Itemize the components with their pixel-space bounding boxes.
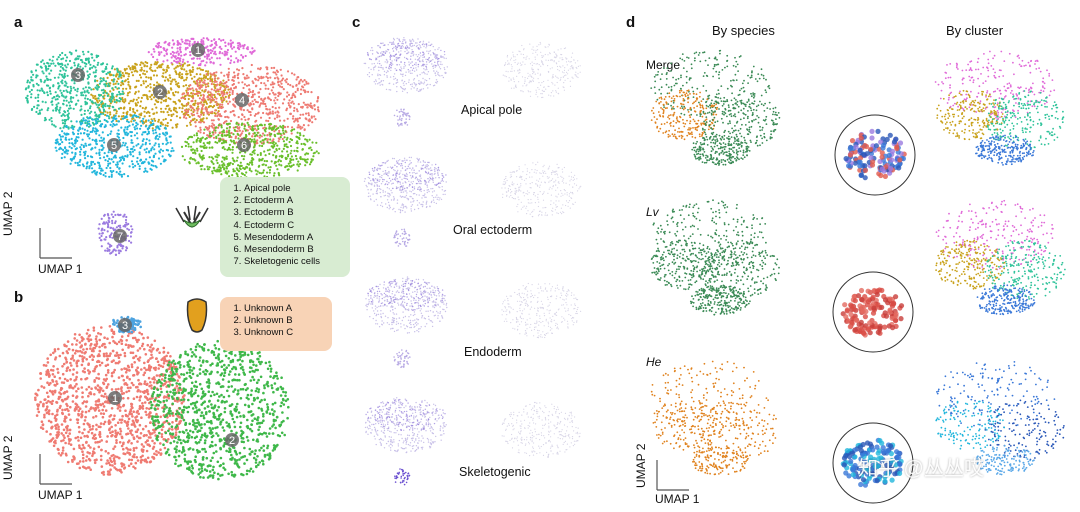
panel-a-cluster-4-number: 4 (239, 95, 245, 107)
embryo-orange-icon (186, 298, 208, 333)
panel-c-gene-label-4: Skeletogenic (456, 465, 534, 479)
panel-a-cluster-2-number: 2 (157, 87, 163, 99)
panel-a-cluster-3-number: 3 (75, 70, 81, 82)
panel-d-he-zoom (832, 422, 914, 504)
panel-c-gene-label-3: Endoderm (461, 345, 525, 359)
panel-b-axis (39, 454, 72, 485)
watermark-text: 知乎 @丛丛哎 (858, 458, 984, 480)
panel-a-axis (39, 228, 72, 259)
panel-a-legend-item: Mesendoderm B (244, 244, 342, 256)
panel-a-legend-item: Ectoderm C (244, 220, 342, 232)
panel-d-lv-zoom (832, 271, 914, 353)
panel-a-xlabel: UMAP 1 (38, 262, 83, 276)
panel-c-feature-plot-1 (363, 37, 581, 127)
panel-d-umaps (650, 49, 1066, 504)
panel-d-row-merge: Merge (646, 58, 681, 72)
panel-a-cluster-3-marker (71, 68, 85, 82)
panel-b-legend-item: Unknown A (244, 303, 324, 315)
panel-a-umap: 1 2 3 4 5 6 7 (24, 37, 320, 256)
panel-a-legend-item: Apical pole (244, 183, 342, 195)
panel-b-legend: Unknown AUnknown BUnknown C (220, 297, 332, 351)
panel-d-merge-zoom (834, 114, 916, 196)
panel-a-cluster-3 (24, 49, 125, 130)
panel-c-feature-plots (363, 37, 582, 486)
panel-d-merge-by-cluster (934, 50, 1065, 166)
panel-a-legend-item: Mesendoderm A (244, 232, 342, 244)
panel-d-merge-by-species (650, 49, 781, 166)
panel-a-ylabel: UMAP 2 (1, 191, 15, 236)
panel-d-row-lv: Lv (646, 205, 659, 219)
panel-a-cluster-7-number: 7 (117, 231, 123, 243)
panel-b-cluster-2-marker (225, 433, 239, 447)
panel-a-cluster-6-marker (237, 138, 251, 152)
panel-a-legend-item: Ectoderm B (244, 207, 342, 219)
panel-b-cluster-1-number: 1 (112, 393, 118, 405)
panel-a-cluster-5 (54, 113, 175, 178)
panel-a-cluster-7-marker (113, 229, 127, 243)
panel-a-cluster-1-marker (191, 43, 205, 57)
panel-c-gene-label-1: Apical pole (458, 103, 526, 117)
panel-a-cluster-5-marker (107, 138, 121, 152)
panel-b-xlabel: UMAP 1 (38, 488, 83, 502)
panel-a-cluster-4-marker (235, 93, 249, 107)
panel-c-feature-plot-2 (363, 156, 582, 247)
panel-a-cluster-6-number: 6 (241, 140, 247, 152)
panel-a-cluster-5-number: 5 (111, 140, 117, 152)
panel-a-legend-item: Skeletogenic cells (244, 256, 342, 268)
panel-a-legend-item: Ectoderm A (244, 195, 342, 207)
panel-c-label: c (352, 14, 361, 31)
panel-a-label: a (14, 14, 23, 31)
panel-d-col-title-species: By species (712, 23, 775, 38)
panel-c-gene-label-2: Oral ectoderm (450, 223, 536, 237)
panel-b-label: b (14, 289, 24, 306)
panel-d-lv-by-cluster (935, 199, 1066, 316)
panel-d-he-by-cluster (935, 361, 1065, 476)
panel-b-cluster-3-number: 3 (122, 320, 128, 332)
panel-c-feature-plot-3 (365, 276, 582, 369)
panel-d-he-by-species (650, 360, 777, 476)
embryo-green-icon (175, 205, 209, 229)
panel-d-row-he: He (646, 355, 662, 369)
panel-b-cluster-3-marker (118, 318, 132, 332)
panel-c-feature-plot-4 (364, 397, 581, 486)
panel-a-cluster-2-marker (153, 85, 167, 99)
panel-d-col-title-cluster: By cluster (946, 23, 1004, 38)
panel-b-ylabel: UMAP 2 (1, 435, 15, 480)
panel-a-legend: Apical poleEctoderm AEctoderm BEctoderm … (220, 177, 350, 277)
panel-d-lv-by-species (650, 199, 780, 316)
panel-d-ylabel: UMAP 2 (634, 443, 648, 488)
panel-a-cluster-1-number: 1 (195, 45, 201, 57)
panel-b-cluster-1-marker (108, 391, 122, 405)
panel-b-legend-item: Unknown B (244, 315, 324, 327)
panel-b-legend-item: Unknown C (244, 327, 324, 339)
panel-d-label: d (626, 14, 636, 31)
panel-a-cluster-1 (147, 37, 256, 67)
panel-b-cluster-2-number: 2 (229, 435, 235, 447)
panel-d-axis (656, 460, 689, 491)
panel-d-xlabel: UMAP 1 (655, 492, 700, 506)
